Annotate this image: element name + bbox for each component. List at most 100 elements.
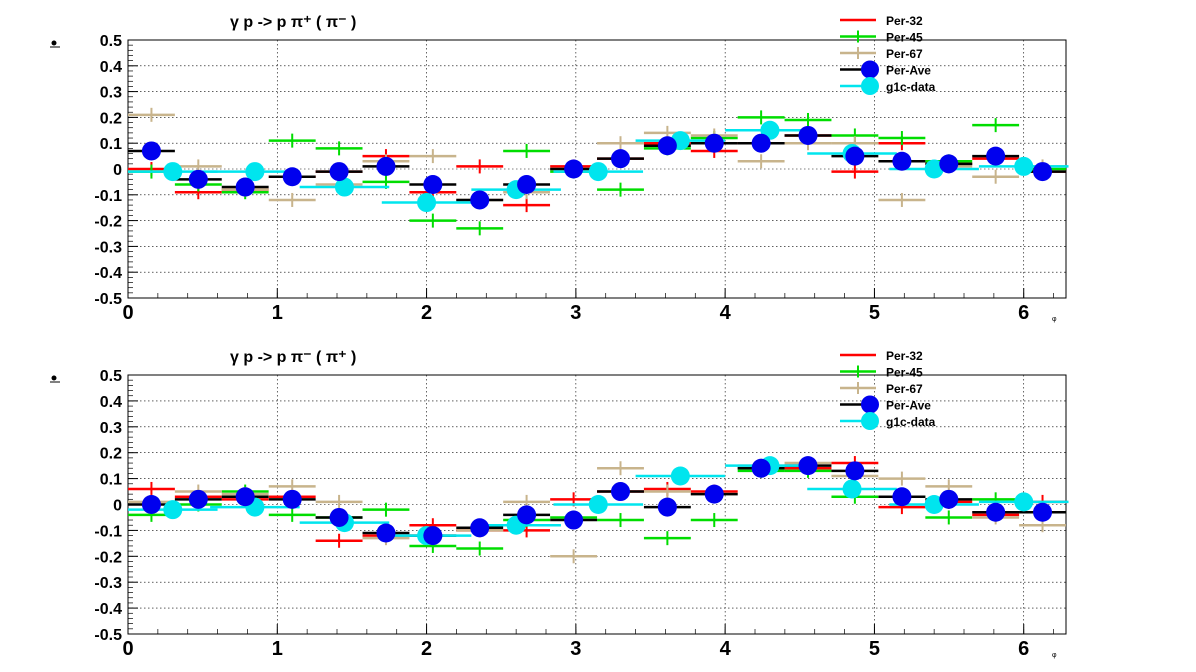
data-point-per-ave: [704, 133, 724, 153]
y-tick-label: 0.5: [100, 33, 122, 50]
data-point-per-ave: [704, 484, 724, 504]
legend: Per-32 Per-45 Per-67 Per-Ave g1c-data: [840, 349, 936, 430]
legend-label: Per-Ave: [886, 64, 931, 78]
y-tick-label: 0.1: [100, 472, 122, 489]
x-tick-label: 2: [421, 302, 432, 324]
data-point-per-ave: [657, 497, 677, 517]
data-point-per-ave: [564, 510, 584, 530]
data-point-per-ave: [610, 149, 630, 169]
data-point-per-ave: [657, 136, 677, 156]
data-point-g1c: [245, 162, 265, 182]
series-per-ave-markers: [141, 456, 1053, 546]
x-tick-label: 2: [421, 638, 432, 660]
y-tick-label: 0.3: [100, 420, 122, 437]
data-point-g1c: [670, 466, 690, 486]
x-tick-label: 6: [1018, 638, 1029, 660]
legend-marker: [861, 395, 879, 414]
data-point-g1c: [588, 162, 608, 182]
y-tick-label: 0: [113, 162, 122, 179]
x-tick-label: 0: [122, 302, 133, 324]
data-point-per-ave: [470, 190, 490, 210]
data-point-per-ave: [751, 458, 771, 478]
x-axis-label: φ: [1052, 652, 1057, 659]
data-point-g1c: [1014, 492, 1034, 512]
data-point-per-ave: [376, 156, 396, 176]
legend-marker: [861, 412, 879, 430]
data-point-per-ave: [235, 177, 255, 197]
y-tick-label: 0.2: [100, 446, 122, 463]
y-tick-label: 0.1: [100, 136, 122, 153]
y-tick-label: 0.4: [100, 59, 122, 76]
legend-label: Per-67: [886, 382, 923, 396]
data-point-per-ave: [1033, 162, 1053, 182]
y-tick-label: 0.3: [100, 85, 122, 102]
data-point-per-ave: [845, 146, 865, 166]
legend-marker: [861, 60, 879, 79]
data-point-per-ave: [610, 482, 630, 502]
data-point-per-ave: [798, 125, 818, 145]
x-tick-label: 4: [720, 302, 732, 324]
x-axis-label: φ: [1052, 316, 1057, 323]
y-tick-label: 0.2: [100, 110, 122, 127]
data-point-per-ave: [892, 487, 912, 507]
data-point-g1c: [163, 500, 183, 520]
data-point-per-ave: [986, 502, 1006, 522]
data-point-per-ave: [235, 487, 255, 507]
y-tick-label: -0.4: [94, 265, 122, 282]
data-point-per-ave: [141, 495, 161, 514]
y-tick-label: -0.3: [94, 575, 122, 592]
legend-label: Per-67: [886, 47, 923, 61]
y-tick-label: -0.4: [94, 601, 122, 618]
x-tick-label: 0: [122, 638, 133, 660]
legend-label: g1c-data: [886, 415, 936, 429]
y-tick-label: -0.2: [94, 549, 122, 566]
data-point-per-ave: [188, 169, 208, 189]
data-point-per-ave: [282, 167, 302, 187]
data-point-per-ave: [845, 461, 865, 481]
data-point-per-ave: [329, 507, 349, 527]
chart-title: γ p -> p π⁺ ( π⁻ ): [230, 14, 356, 31]
data-point-per-ave: [517, 174, 537, 194]
data-point-per-ave: [141, 141, 161, 161]
data-point-g1c: [842, 479, 862, 499]
y-tick-label: -0.3: [94, 239, 122, 256]
x-tick-label: 4: [720, 638, 732, 660]
data-point-per-ave: [751, 133, 771, 153]
data-point-g1c: [417, 193, 437, 213]
data-point-g1c: [1014, 156, 1034, 176]
legend-label: Per-45: [886, 366, 923, 380]
y-tick-label: 0.4: [100, 394, 122, 411]
data-point-g1c: [163, 162, 183, 182]
y-tick-label: 0.5: [100, 368, 122, 385]
bullet-marker: [51, 375, 57, 381]
y-tick-label: -0.5: [94, 291, 122, 308]
data-point-g1c: [924, 495, 944, 514]
data-point-per-ave: [376, 523, 396, 543]
y-tick-label: -0.2: [94, 214, 122, 231]
x-tick-label: 3: [570, 302, 581, 324]
data-point-per-ave: [517, 505, 537, 525]
chart-panel-2: -0.5 -0.4 -0.3 -0.2 -0.1 0 0.1 0.2 0.3 0.4 0.5 0 1 2 3…: [50, 349, 1069, 660]
data-point-per-ave: [986, 146, 1006, 166]
data-point-g1c: [588, 495, 608, 514]
y-tick-label: -0.1: [94, 188, 122, 205]
x-tick-label: 1: [272, 638, 283, 660]
data-point-per-ave: [1033, 502, 1053, 522]
chart-panel-1: -0.5 -0.4 -0.3 -0.2 -0.1 0 0.1 0.2 0.3 0.4 0.5 0 1 2 3…: [50, 14, 1069, 324]
x-tick-label: 5: [869, 302, 880, 324]
data-point-g1c: [334, 177, 354, 197]
data-point-per-ave: [423, 526, 443, 546]
data-point-per-ave: [329, 162, 349, 182]
data-point-per-ave: [939, 154, 959, 174]
data-point-per-ave: [798, 456, 818, 476]
data-point-per-ave: [470, 518, 490, 538]
y-tick-label: -0.1: [94, 523, 122, 540]
legend-marker: [861, 77, 879, 95]
data-point-per-ave: [188, 489, 208, 509]
legend-label: Per-45: [886, 31, 923, 45]
x-tick-label: 1: [272, 302, 283, 324]
legend-label: Per-32: [886, 349, 923, 363]
data-point-per-ave: [939, 489, 959, 509]
legend: Per-32 Per-45 Per-67 Per-Ave g1c-data: [840, 14, 936, 95]
